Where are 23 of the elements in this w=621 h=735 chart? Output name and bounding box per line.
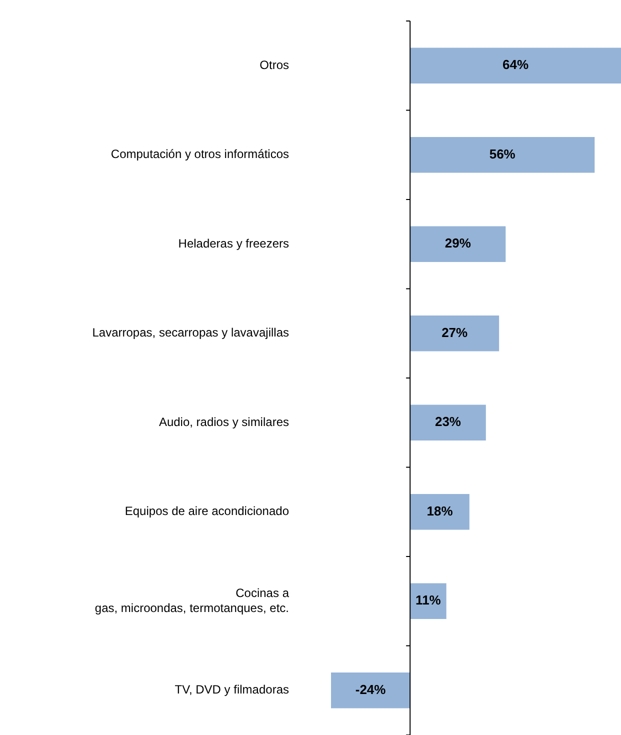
bar [331, 672, 410, 708]
bar [410, 316, 500, 352]
data-label: -24% [355, 682, 386, 697]
bar [410, 404, 486, 440]
data-label: 18% [426, 503, 454, 518]
y-tick-label: Otros [260, 58, 289, 72]
bar [410, 226, 506, 262]
y-tick-label: Lavarropas, secarropas y lavavajillas [92, 326, 289, 340]
y-tick-label: Cocinas a gas, microondas, termotanques, etc. [94, 586, 290, 615]
y-tick-label: Computación y otros informáticos [110, 147, 289, 162]
data-label: 64% [502, 57, 529, 72]
data-label: 23% [434, 414, 462, 430]
y-tick-label: Audio, radios y similares [158, 414, 289, 429]
data-label: 11% [416, 592, 442, 608]
data-label: 27% [442, 324, 468, 340]
data-label: 56% [489, 146, 516, 162]
y-tick-label: TV, DVD y filmadoras [174, 682, 289, 697]
bar [410, 48, 621, 84]
y-tick-label: Equipos de aire acondicionado [124, 504, 290, 518]
data-label: 29% [444, 236, 472, 251]
bar [410, 137, 595, 173]
y-tick-label: Heladeras y freezers [178, 236, 289, 250]
bar [410, 494, 470, 530]
